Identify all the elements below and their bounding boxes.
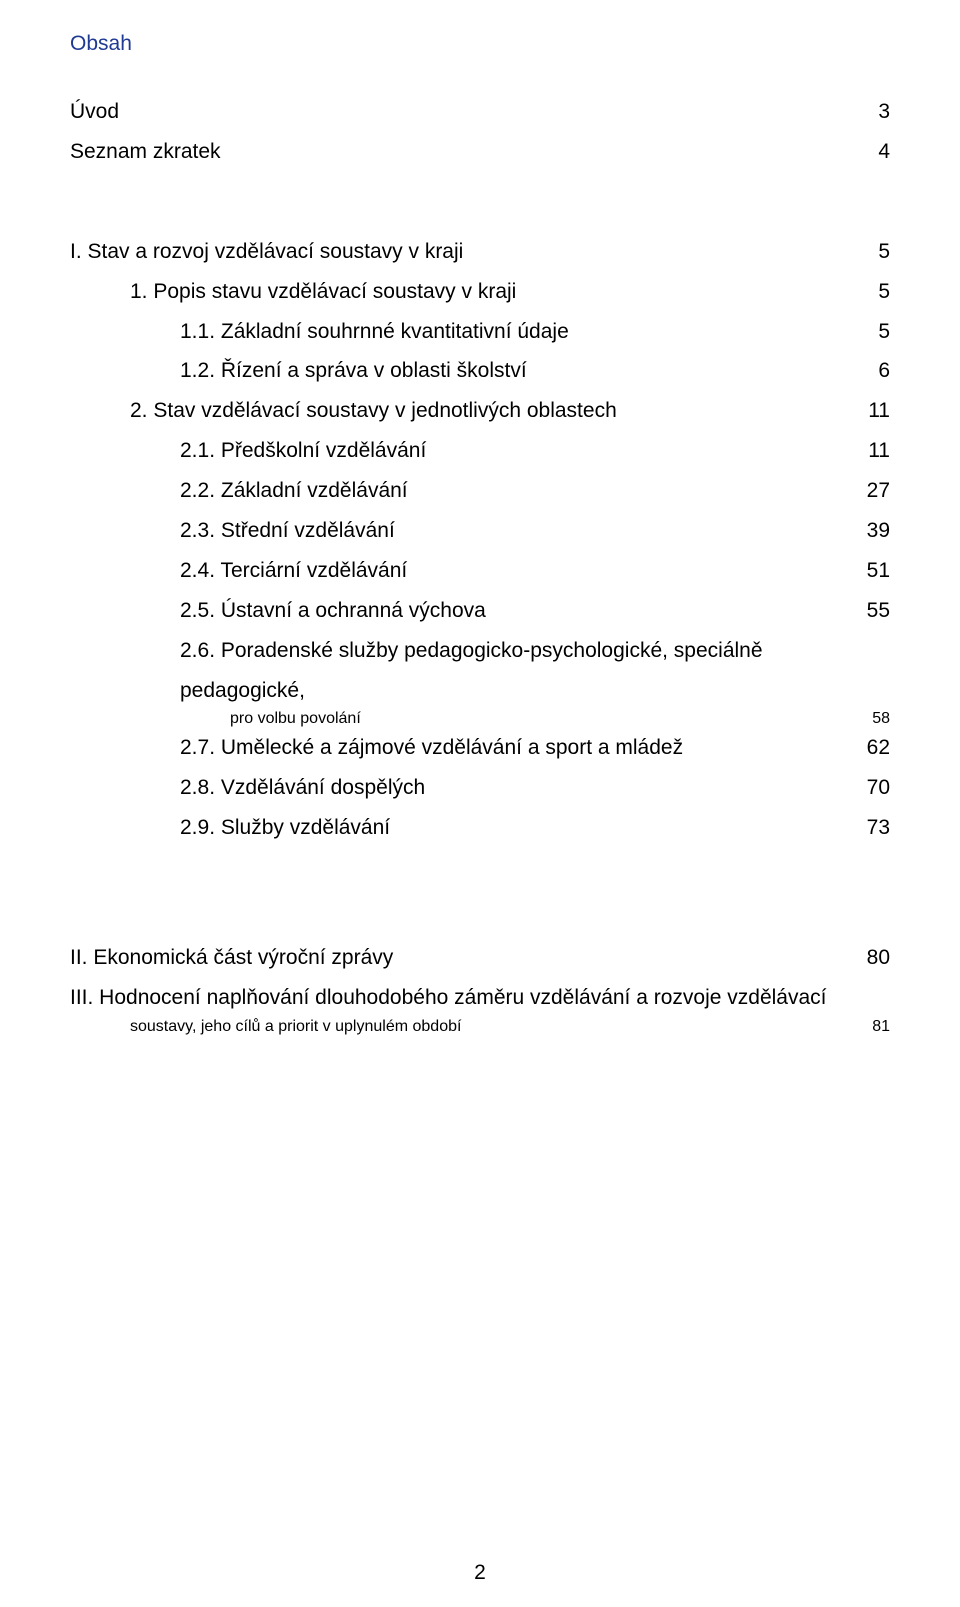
- page-number-footer: 2: [0, 1561, 960, 1585]
- toc-entry-label-cont: pro volbu povolání: [70, 710, 848, 728]
- toc-entry-page: 70: [843, 768, 890, 808]
- toc-heading: Obsah: [70, 32, 890, 56]
- toc-entry-label: 2.2. Základní vzdělávání: [70, 471, 843, 511]
- toc-entry: III. Hodnocení naplňování dlouhodobého z…: [70, 978, 890, 1036]
- toc-entry-page: 6: [850, 351, 890, 391]
- toc-entry-label: 2.1. Předškolní vzdělávání: [70, 431, 844, 471]
- document-page: Obsah Úvod3Seznam zkratek4 I. Stav a rozv…: [0, 0, 960, 1607]
- toc-entry-label: 2.3. Střední vzdělávání: [70, 511, 843, 551]
- toc-entry-label: II. Ekonomická část výroční zprávy: [70, 938, 843, 978]
- toc-entry-page: 3: [850, 92, 890, 132]
- toc-entry: 2.4. Terciární vzdělávání51: [70, 551, 890, 591]
- toc-entry-label-cont: soustavy, jeho cílů a priorit v uplynulé…: [70, 1018, 848, 1036]
- toc-entry: 2.9. Služby vzdělávání73: [70, 808, 890, 848]
- toc-entry: Úvod3: [70, 92, 890, 132]
- toc-entry-page: 11: [844, 431, 890, 471]
- toc-entry: 2.1. Předškolní vzdělávání11: [70, 431, 890, 471]
- toc-entry: 1.1. Základní souhrnné kvantitativní úda…: [70, 312, 890, 352]
- toc-entry-label: 2.6. Poradenské služby pedagogicko-psych…: [70, 631, 890, 711]
- spacer: [70, 848, 890, 938]
- toc-list: Úvod3Seznam zkratek4 I. Stav a rozvoj vzd…: [70, 92, 890, 1036]
- toc-entry-label: 2.4. Terciární vzdělávání: [70, 551, 843, 591]
- toc-entry: Seznam zkratek4: [70, 132, 890, 172]
- toc-entry-label: 2.8. Vzdělávání dospělých: [70, 768, 843, 808]
- toc-entry: 2.8. Vzdělávání dospělých70: [70, 768, 890, 808]
- toc-entry-label: 1.1. Základní souhrnné kvantitativní úda…: [70, 312, 850, 352]
- toc-entry-page: 51: [843, 551, 890, 591]
- toc-entry: 2.3. Střední vzdělávání39: [70, 511, 890, 551]
- toc-entry: 1. Popis stavu vzdělávací soustavy v kra…: [70, 272, 890, 312]
- toc-entry-page: 73: [843, 808, 890, 848]
- toc-entry-label: Seznam zkratek: [70, 132, 850, 172]
- toc-entry-page: 5: [850, 232, 890, 272]
- toc-entry: 2. Stav vzdělávací soustavy v jednotlivý…: [70, 391, 890, 431]
- toc-entry-page: 62: [843, 728, 890, 768]
- toc-entry: 1.2. Řízení a správa v oblasti školství6: [70, 351, 890, 391]
- toc-entry-page: 5: [850, 312, 890, 352]
- toc-entry-label: 1.2. Řízení a správa v oblasti školství: [70, 351, 850, 391]
- toc-entry-label: 2. Stav vzdělávací soustavy v jednotlivý…: [70, 391, 844, 431]
- toc-entry-page: 58: [848, 710, 890, 728]
- toc-entry-page: 11: [844, 391, 890, 431]
- spacer: [70, 172, 890, 232]
- toc-entry: 2.5. Ústavní a ochranná výchova55: [70, 591, 890, 631]
- toc-entry-label: 2.5. Ústavní a ochranná výchova: [70, 591, 843, 631]
- toc-entry: II. Ekonomická část výroční zprávy80: [70, 938, 890, 978]
- toc-entry: I. Stav a rozvoj vzdělávací soustavy v k…: [70, 232, 890, 272]
- toc-entry-label: 1. Popis stavu vzdělávací soustavy v kra…: [70, 272, 850, 312]
- toc-entry-page: 39: [843, 511, 890, 551]
- toc-entry: 2.7. Umělecké a zájmové vzdělávání a spo…: [70, 728, 890, 768]
- toc-entry-label: 2.7. Umělecké a zájmové vzdělávání a spo…: [70, 728, 843, 768]
- toc-entry-page: 5: [850, 272, 890, 312]
- toc-entry-page: 80: [843, 938, 890, 978]
- toc-entry-page: 4: [850, 132, 890, 172]
- toc-entry-label: I. Stav a rozvoj vzdělávací soustavy v k…: [70, 232, 850, 272]
- toc-entry-label: III. Hodnocení naplňování dlouhodobého z…: [70, 978, 890, 1018]
- toc-entry: 2.2. Základní vzdělávání27: [70, 471, 890, 511]
- toc-entry-label: 2.9. Služby vzdělávání: [70, 808, 843, 848]
- toc-entry-page: 55: [843, 591, 890, 631]
- toc-entry-page: 81: [848, 1018, 890, 1036]
- toc-entry-label: Úvod: [70, 92, 850, 132]
- toc-entry-page: 27: [843, 471, 890, 511]
- toc-entry: 2.6. Poradenské služby pedagogicko-psych…: [70, 631, 890, 729]
